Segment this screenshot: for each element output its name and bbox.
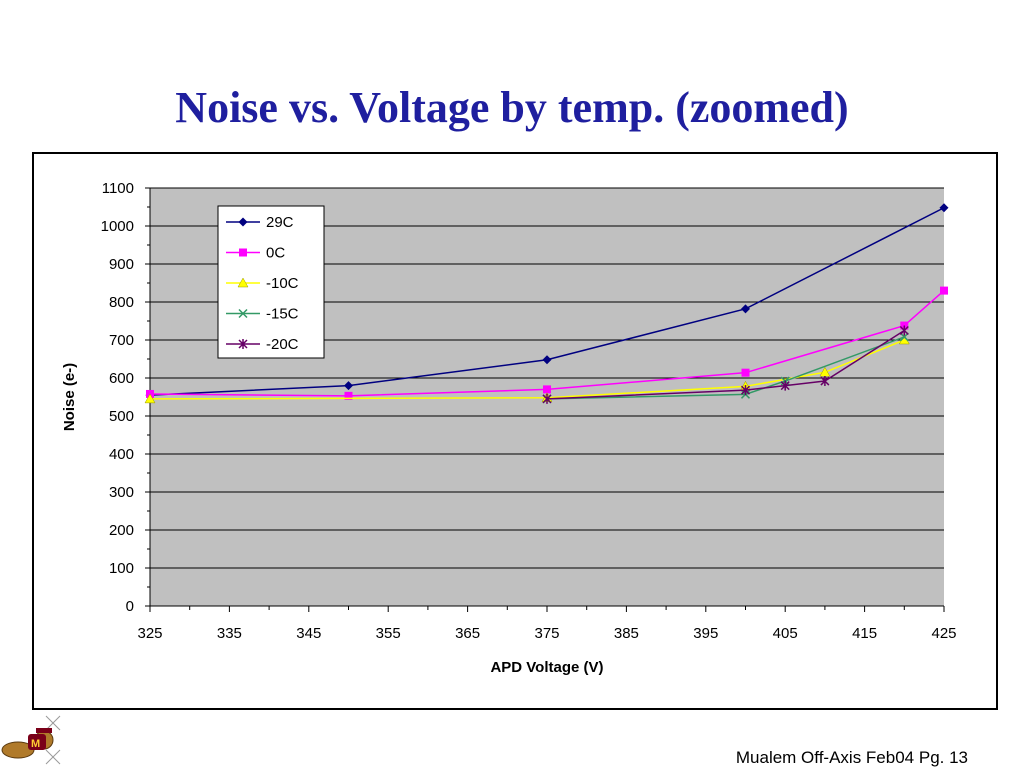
- legend-label: 0C: [266, 245, 285, 262]
- data-point: [740, 385, 751, 396]
- data-point: [820, 376, 830, 387]
- legend-label: -10C: [266, 275, 299, 292]
- slide-title: Noise vs. Voltage by temp. (zoomed): [175, 83, 849, 132]
- data-point: [344, 391, 353, 400]
- y-tick-label: 100: [109, 560, 134, 577]
- y-tick-label: 700: [109, 332, 134, 349]
- data-point: [238, 217, 248, 227]
- data-point: [741, 304, 750, 314]
- y-tick-label: 300: [109, 484, 134, 501]
- y-tick-label: 800: [109, 294, 134, 311]
- x-tick-label: 425: [931, 625, 956, 642]
- y-tick-label: 900: [109, 256, 134, 273]
- gopher-mascot-icon: M: [1, 715, 61, 765]
- data-point: [239, 248, 247, 257]
- data-point: [543, 385, 551, 394]
- data-point: [741, 368, 750, 377]
- x-tick-label: 365: [455, 625, 480, 642]
- legend-label: -20C: [266, 336, 299, 353]
- data-point: [237, 277, 249, 288]
- legend-label: 29C: [266, 214, 294, 231]
- x-tick-label: 395: [693, 625, 718, 642]
- line-chart: 0 100 200 300 400 500 600 700 800 900 1000 1100 325 3…: [61, 180, 957, 676]
- y-tick-label: 1100: [102, 180, 134, 197]
- x-tick-label: 385: [614, 625, 639, 642]
- legend: [217, 205, 325, 359]
- y-tick-label: 600: [109, 370, 134, 387]
- data-point: [940, 286, 948, 295]
- x-tick-label: 335: [217, 625, 242, 642]
- y-axis-label: Noise (e-): [61, 363, 78, 431]
- x-tick-label: 415: [852, 625, 877, 642]
- y-tick-label: 200: [109, 522, 134, 539]
- data-point: [144, 393, 156, 404]
- slide-footer: Mualem Off-Axis Feb04 Pg. 13: [735, 748, 968, 767]
- data-point: [344, 381, 353, 391]
- y-tick-label: 0: [126, 598, 134, 615]
- y-tick-label: 500: [109, 408, 134, 425]
- legend-label: -15C: [266, 306, 299, 323]
- x-tick-label: 325: [137, 625, 162, 642]
- y-tick-label: 1000: [101, 218, 134, 235]
- series-line: [149, 290, 945, 397]
- svg-text:M: M: [31, 738, 40, 750]
- data-point: [542, 393, 552, 404]
- data-point: [939, 203, 949, 213]
- data-point: [899, 332, 909, 342]
- y-tick-label: 400: [109, 446, 134, 463]
- data-point: [238, 339, 248, 349]
- x-tick-label: 405: [773, 625, 798, 642]
- chart-area: 0 100 200 300 400 500 600 700 800 900 1000 1100 325 3…: [32, 152, 998, 710]
- x-axis-label: APD Voltage (V): [490, 659, 603, 676]
- data-point: [238, 308, 248, 319]
- x-tick-label: 355: [376, 625, 401, 642]
- data-point: [542, 355, 552, 365]
- data-point: [899, 325, 909, 336]
- data-point: [780, 380, 790, 391]
- x-tick-label: 345: [296, 625, 321, 642]
- x-tick-label: 375: [534, 625, 559, 642]
